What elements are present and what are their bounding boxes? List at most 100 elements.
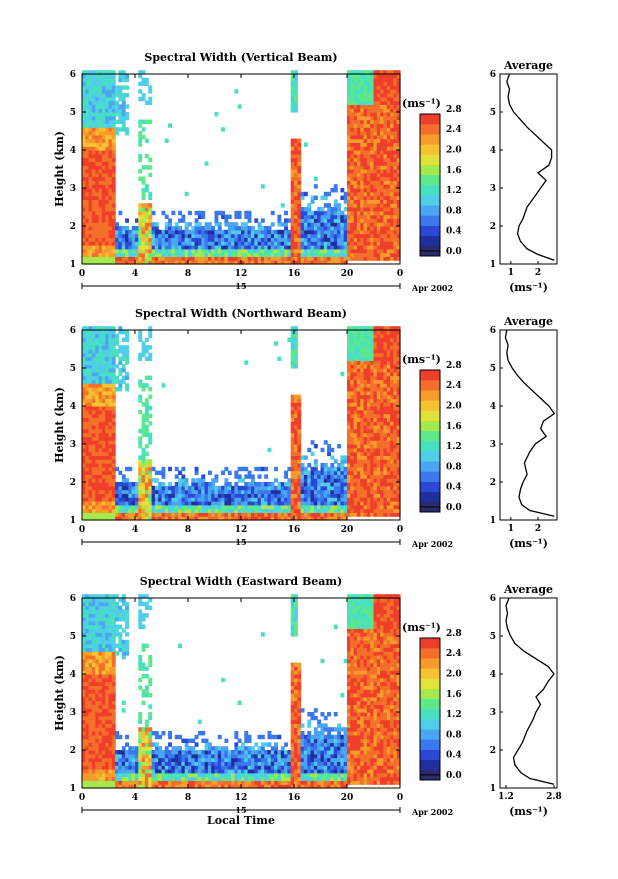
heatmap-cell: [383, 78, 387, 82]
heatmap-cell: [297, 139, 301, 143]
heatmap-cell: [162, 474, 166, 478]
heatmap-cell: [357, 74, 361, 78]
heatmap-cell: [112, 436, 116, 440]
heatmap-cell: [251, 509, 255, 513]
heatmap-cell: [383, 139, 387, 143]
heatmap-cell: [311, 199, 315, 203]
heatmap-cell: [357, 360, 361, 364]
heatmap-cell: [215, 112, 219, 116]
heatmap-cell: [383, 116, 387, 120]
heatmap-cell: [297, 158, 301, 162]
y-tick-label: 2: [70, 222, 76, 232]
heatmap-cell: [224, 486, 228, 490]
heatmap-cell: [383, 226, 387, 230]
heatmap-cell: [383, 383, 387, 387]
heatmap-cell: [112, 116, 116, 120]
heatmap-cell: [304, 486, 308, 490]
heatmap-cell: [145, 211, 149, 215]
heatmap-cell: [171, 211, 175, 215]
heatmap-cell: [171, 230, 175, 234]
heatmap-cell: [301, 196, 305, 200]
heatmap-cell: [304, 237, 308, 241]
heatmap-cell: [357, 135, 361, 139]
heatmap-cell: [195, 467, 199, 471]
heatmap-cell: [152, 211, 156, 215]
heatmap-cell: [254, 218, 258, 222]
heatmap-cell: [198, 497, 202, 501]
heatmap-cell: [112, 406, 116, 410]
heatmap-cell: [330, 253, 334, 257]
y-tick-label: 3: [70, 184, 76, 194]
heatmap-cell: [112, 207, 116, 211]
heatmap-cell: [145, 234, 149, 238]
heatmap-cell: [118, 360, 122, 364]
heatmap-cell: [148, 165, 152, 169]
heatmap-cell: [314, 467, 318, 471]
heatmap-cell: [112, 158, 116, 162]
heatmap-cell: [118, 108, 122, 112]
heatmap-cell: [304, 249, 308, 253]
heatmap-cell: [224, 512, 228, 516]
heatmap-cell: [357, 196, 361, 200]
heatmap-cell: [277, 490, 281, 494]
day-label: 15: [235, 281, 246, 291]
heatmap-cell: [145, 253, 149, 257]
heatmap-cell: [357, 482, 361, 486]
heatmap-cell: [92, 402, 96, 406]
heatmap-cell: [321, 448, 325, 452]
heatmap-cell: [383, 211, 387, 215]
heatmap-cell: [118, 512, 122, 516]
heatmap-cell: [327, 203, 331, 207]
heatmap-cell: [304, 215, 308, 219]
heatmap-cell: [201, 474, 205, 478]
heatmap-cell: [171, 493, 175, 497]
colorbar-swatch: [420, 400, 440, 410]
heatmap-cell: [118, 226, 122, 230]
heatmap-cell: [304, 222, 308, 226]
heatmap-cell: [92, 444, 96, 448]
heatmap-cell: [383, 490, 387, 494]
heatmap-cell: [383, 241, 387, 245]
heatmap-cell: [92, 490, 96, 494]
heatmap-cell: [92, 501, 96, 505]
heatmap-cell: [118, 234, 122, 238]
heatmap-cell: [118, 211, 122, 215]
heatmap-cell: [330, 234, 334, 238]
heatmap-cell: [118, 116, 122, 120]
heatmap-cell: [112, 154, 116, 158]
heatmap-cell: [198, 253, 202, 257]
panel-title: Spectral Width (Vertical Beam): [144, 51, 337, 64]
heatmap-cell: [92, 203, 96, 207]
colorbar-tick-label: 2.8: [446, 361, 462, 371]
heatmap-cell: [357, 173, 361, 177]
heatmap-cell: [201, 215, 205, 219]
heatmap-cell: [142, 448, 146, 452]
heatmap-cell: [92, 192, 96, 196]
heatmap-cell: [383, 123, 387, 127]
heatmap-cell: [178, 226, 182, 230]
heatmap-cell: [294, 357, 298, 361]
heatmap-cell: [115, 467, 119, 471]
colorbar-tick-label: 0.0: [446, 503, 462, 513]
heatmap-cell: [304, 482, 308, 486]
heatmap-cell: [357, 512, 361, 516]
heatmap-cell: [357, 436, 361, 440]
heatmap-cell: [145, 417, 149, 421]
heatmap-cell: [118, 383, 122, 387]
heatmap-cell: [238, 215, 242, 219]
heatmap-cell: [92, 364, 96, 368]
heatmap-cell: [307, 463, 311, 467]
heatmap-cell: [198, 501, 202, 505]
heatmap-cell: [357, 104, 361, 108]
y-tick-label: 3: [70, 440, 76, 450]
heatmap-cell: [112, 448, 116, 452]
heatmap-cell: [138, 410, 142, 414]
heatmap-cell: [145, 398, 149, 402]
heatmap-cell: [198, 478, 202, 482]
heatmap-cell: [198, 230, 202, 234]
heatmap-cell: [125, 334, 129, 338]
heatmap-cell: [251, 249, 255, 253]
heatmap-cell: [337, 203, 341, 207]
colorbar-tick-label: 1.6: [446, 166, 462, 176]
